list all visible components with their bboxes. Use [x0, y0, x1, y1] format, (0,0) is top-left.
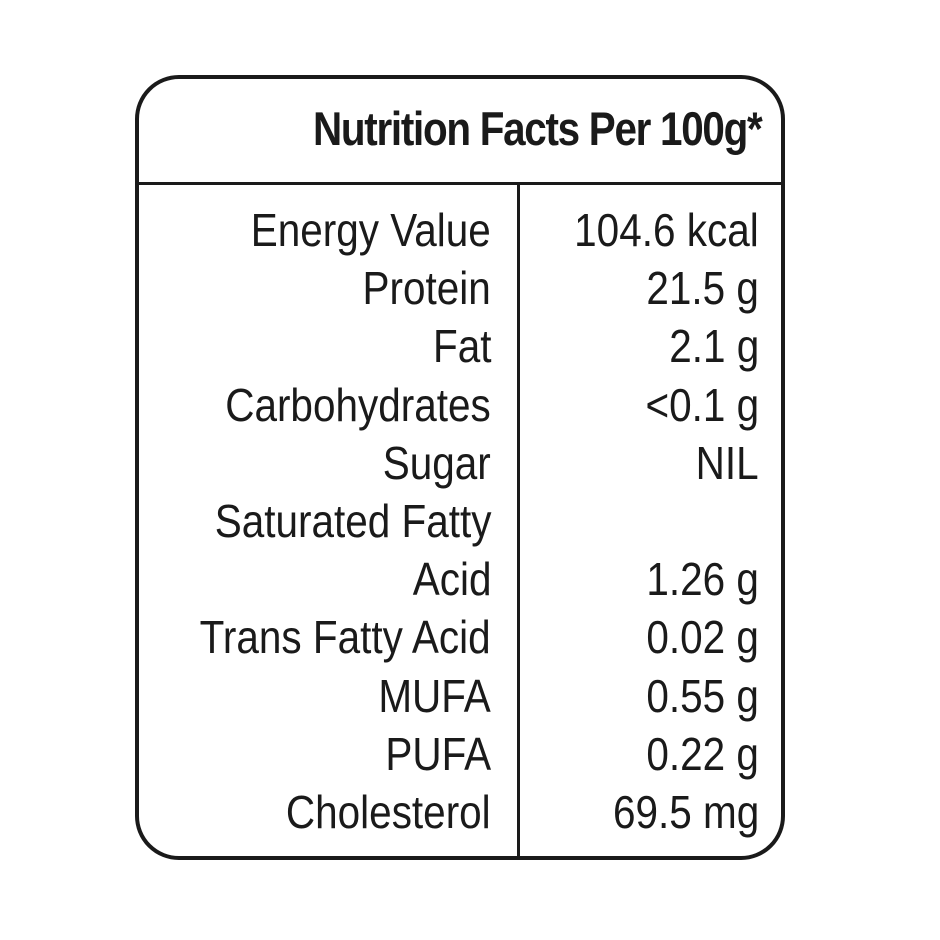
column-divider — [517, 185, 520, 856]
panel-title: Nutrition Facts Per 100g* — [312, 102, 763, 155]
nutrient-value: 1.26 g — [646, 553, 759, 606]
nutrient-row-sugar: Sugar NIL — [139, 434, 781, 492]
nutrient-value: 21.5 g — [646, 262, 759, 315]
nutrition-facts-panel: Nutrition Facts Per 100g* Energy Value 1… — [135, 75, 785, 860]
nutrient-label: Carbohydrates — [225, 378, 491, 431]
nutrient-row-pufa: PUFA 0.22 g — [139, 725, 781, 783]
nutrient-row-trans-fatty-acid: Trans Fatty Acid 0.02 g — [139, 608, 781, 666]
nutrient-label: PUFA — [385, 727, 491, 780]
nutrient-label: MUFA — [378, 669, 491, 722]
nutrient-row-energy: Energy Value 104.6 kcal — [139, 201, 781, 259]
nutrient-label: Saturated Fatty — [214, 494, 491, 547]
nutrient-value: 0.55 g — [646, 669, 759, 722]
nutrient-value: 104.6 kcal — [574, 204, 759, 256]
nutrient-row-protein: Protein 21.5 g — [139, 259, 781, 317]
nutrient-value: NIL — [695, 436, 759, 489]
nutrient-row-cholesterol: Cholesterol 69.5 mg — [139, 783, 781, 841]
nutrient-value: <0.1 g — [645, 378, 759, 431]
nutrient-label: Energy Value — [250, 204, 491, 256]
nutrient-value: 0.22 g — [646, 727, 759, 780]
nutrient-label: Cholesterol — [286, 785, 491, 838]
title-row: Nutrition Facts Per 100g* — [139, 79, 781, 185]
nutrient-label: Fat — [432, 320, 491, 373]
nutrient-table: Energy Value 104.6 kcal Protein 21.5 g F… — [139, 201, 781, 841]
nutrient-value: 69.5 mg — [612, 785, 759, 838]
nutrient-label: Protein — [362, 262, 491, 315]
nutrient-row-fat: Fat 2.1 g — [139, 317, 781, 375]
nutrient-label: Acid — [412, 553, 491, 606]
nutrient-label: Sugar — [382, 436, 491, 489]
nutrient-row-mufa: MUFA 0.55 g — [139, 667, 781, 725]
nutrient-row-carbohydrates: Carbohydrates <0.1 g — [139, 376, 781, 434]
nutrient-value: 0.02 g — [646, 611, 759, 664]
nutrient-row-acid: Acid 1.26 g — [139, 550, 781, 608]
nutrient-value: 2.1 g — [668, 320, 759, 373]
nutrient-row-saturated-fatty: Saturated Fatty — [139, 492, 781, 550]
nutrient-label: Trans Fatty Acid — [200, 611, 491, 664]
